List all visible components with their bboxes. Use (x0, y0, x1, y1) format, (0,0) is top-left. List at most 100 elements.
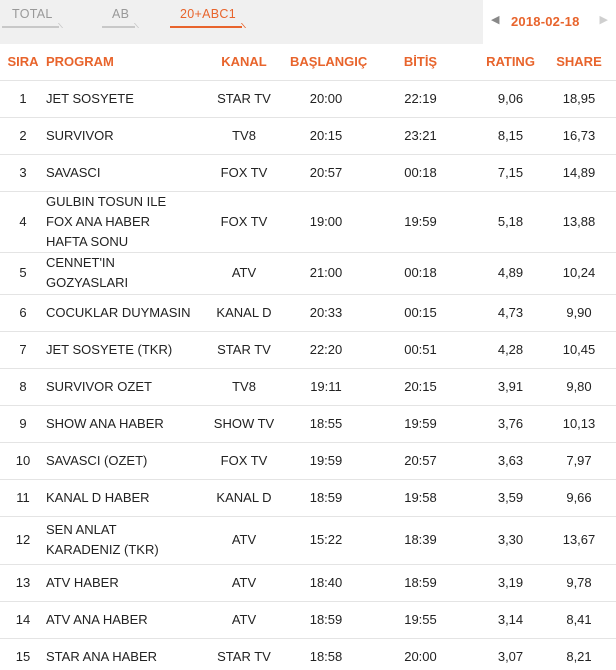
program-cell: KANAL D HABER (46, 479, 198, 517)
tab-underline (2, 26, 59, 28)
rank-cell: 5 (0, 252, 46, 295)
rank-cell: 12 (0, 516, 46, 565)
share-cell: 9,78 (542, 564, 616, 602)
share-cell: 16,73 (542, 117, 616, 155)
column-header-rating[interactable]: RATING (479, 44, 542, 81)
table-row: 11 KANAL D HABER KANAL D 18:59 19:58 3,5… (0, 479, 616, 517)
table-row: 8 SURVIVOR OZET TV8 19:11 20:15 3,91 9,8… (0, 368, 616, 406)
table-row: 9 SHOW ANA HABER SHOW TV 18:55 19:59 3,7… (0, 405, 616, 443)
column-header-channel[interactable]: KANAL (198, 44, 290, 81)
rating-cell: 3,19 (479, 564, 542, 602)
rank-cell: 2 (0, 117, 46, 155)
start-time-cell: 22:20 (290, 331, 362, 369)
tab-underline (170, 26, 242, 28)
table-row: 10 SAVASCI (OZET) FOX TV 19:59 20:57 3,6… (0, 442, 616, 480)
start-time-cell: 18:59 (290, 601, 362, 639)
ratings-table: SIRA PROGRAM KANAL BAŞLANGIÇ BİTİŞ RATIN… (0, 44, 616, 670)
table-row: 1 JET SOSYETE STAR TV 20:00 22:19 9,06 1… (0, 80, 616, 118)
share-cell: 13,88 (542, 191, 616, 253)
table-row: 5 CENNET'IN GOZYASLARI ATV 21:00 00:18 4… (0, 252, 616, 295)
rank-cell: 8 (0, 368, 46, 406)
end-time-cell: 00:51 (362, 331, 479, 369)
start-time-cell: 21:00 (290, 252, 362, 295)
channel-cell: ATV (198, 252, 290, 295)
share-cell: 10,24 (542, 252, 616, 295)
column-header-program[interactable]: PROGRAM (46, 44, 198, 81)
start-time-cell: 19:59 (290, 442, 362, 480)
column-header-start[interactable]: BAŞLANGIÇ (290, 44, 367, 81)
channel-cell: FOX TV (198, 442, 290, 480)
share-cell: 9,80 (542, 368, 616, 406)
share-cell: 8,41 (542, 601, 616, 639)
top-bar: TOTAL AB 20+ABC1 ◀ 2018-02-18 ▶ (0, 0, 616, 44)
end-time-cell: 00:18 (362, 252, 479, 295)
rank-cell: 7 (0, 331, 46, 369)
end-time-cell: 00:15 (362, 294, 479, 332)
program-cell: SURVIVOR (46, 117, 198, 155)
channel-cell: KANAL D (198, 294, 290, 332)
tab-20-abc1[interactable]: 20+ABC1 (170, 7, 242, 28)
rating-cell: 3,14 (479, 601, 542, 639)
share-cell: 9,66 (542, 479, 616, 517)
channel-cell: TV8 (198, 368, 290, 406)
rating-cell: 3,07 (479, 638, 542, 670)
end-time-cell: 00:18 (362, 154, 479, 192)
channel-cell: KANAL D (198, 479, 290, 517)
start-time-cell: 15:22 (290, 516, 362, 565)
rating-cell: 3,91 (479, 368, 542, 406)
rating-cell: 3,59 (479, 479, 542, 517)
end-time-cell: 19:55 (362, 601, 479, 639)
start-time-cell: 20:33 (290, 294, 362, 332)
table-row: 4 GULBIN TOSUN ILE FOX ANA HABER HAFTA S… (0, 191, 616, 253)
end-time-cell: 18:39 (362, 516, 479, 565)
table-row: 6 COCUKLAR DUYMASIN KANAL D 20:33 00:15 … (0, 294, 616, 332)
share-cell: 13,67 (542, 516, 616, 565)
channel-cell: ATV (198, 601, 290, 639)
column-header-rank[interactable]: SIRA (0, 44, 46, 81)
rating-cell: 5,18 (479, 191, 542, 253)
channel-cell: TV8 (198, 117, 290, 155)
program-cell: COCUKLAR DUYMASIN (46, 294, 198, 332)
rank-cell: 4 (0, 191, 46, 253)
rating-cell: 4,28 (479, 331, 542, 369)
share-cell: 10,13 (542, 405, 616, 443)
channel-cell: ATV (198, 564, 290, 602)
tab-ab-label: AB (112, 7, 130, 21)
tab-ab[interactable]: AB (102, 7, 136, 28)
end-time-cell: 20:00 (362, 638, 479, 670)
end-time-cell: 20:57 (362, 442, 479, 480)
end-time-cell: 19:59 (362, 405, 479, 443)
chevron-left-icon[interactable]: ◀ (491, 14, 500, 26)
tab-total[interactable]: TOTAL (2, 7, 59, 28)
program-cell: JET SOSYETE (46, 80, 198, 118)
end-time-cell: 18:59 (362, 564, 479, 602)
table-row: 2 SURVIVOR TV8 20:15 23:21 8,15 16,73 (0, 117, 616, 155)
program-cell: SURVIVOR OZET (46, 368, 198, 406)
share-cell: 9,90 (542, 294, 616, 332)
start-time-cell: 20:00 (290, 80, 362, 118)
rank-cell: 10 (0, 442, 46, 480)
column-header-share[interactable]: SHARE (542, 44, 616, 81)
share-cell: 7,97 (542, 442, 616, 480)
share-cell: 8,21 (542, 638, 616, 670)
channel-cell: STAR TV (198, 331, 290, 369)
table-row: 12 SEN ANLAT KARADENIZ (TKR) ATV 15:22 1… (0, 516, 616, 565)
selected-date: 2018-02-18 (511, 14, 580, 29)
table-row: 14 ATV ANA HABER ATV 18:59 19:55 3,14 8,… (0, 601, 616, 639)
end-time-cell: 19:59 (362, 191, 479, 253)
program-cell: GULBIN TOSUN ILE FOX ANA HABER HAFTA SON… (46, 191, 198, 253)
share-cell: 18,95 (542, 80, 616, 118)
start-time-cell: 18:40 (290, 564, 362, 602)
column-header-end[interactable]: BİTİŞ (362, 44, 479, 81)
program-cell: SAVASCI (OZET) (46, 442, 198, 480)
rank-cell: 15 (0, 638, 46, 670)
table-row: 3 SAVASCI FOX TV 20:57 00:18 7,15 14,89 (0, 154, 616, 192)
start-time-cell: 19:11 (290, 368, 362, 406)
start-time-cell: 20:15 (290, 117, 362, 155)
chevron-right-icon[interactable]: ▶ (599, 14, 608, 26)
end-time-cell: 23:21 (362, 117, 479, 155)
rank-cell: 11 (0, 479, 46, 517)
channel-cell: FOX TV (198, 154, 290, 192)
program-cell: JET SOSYETE (TKR) (46, 331, 198, 369)
start-time-cell: 20:57 (290, 154, 362, 192)
